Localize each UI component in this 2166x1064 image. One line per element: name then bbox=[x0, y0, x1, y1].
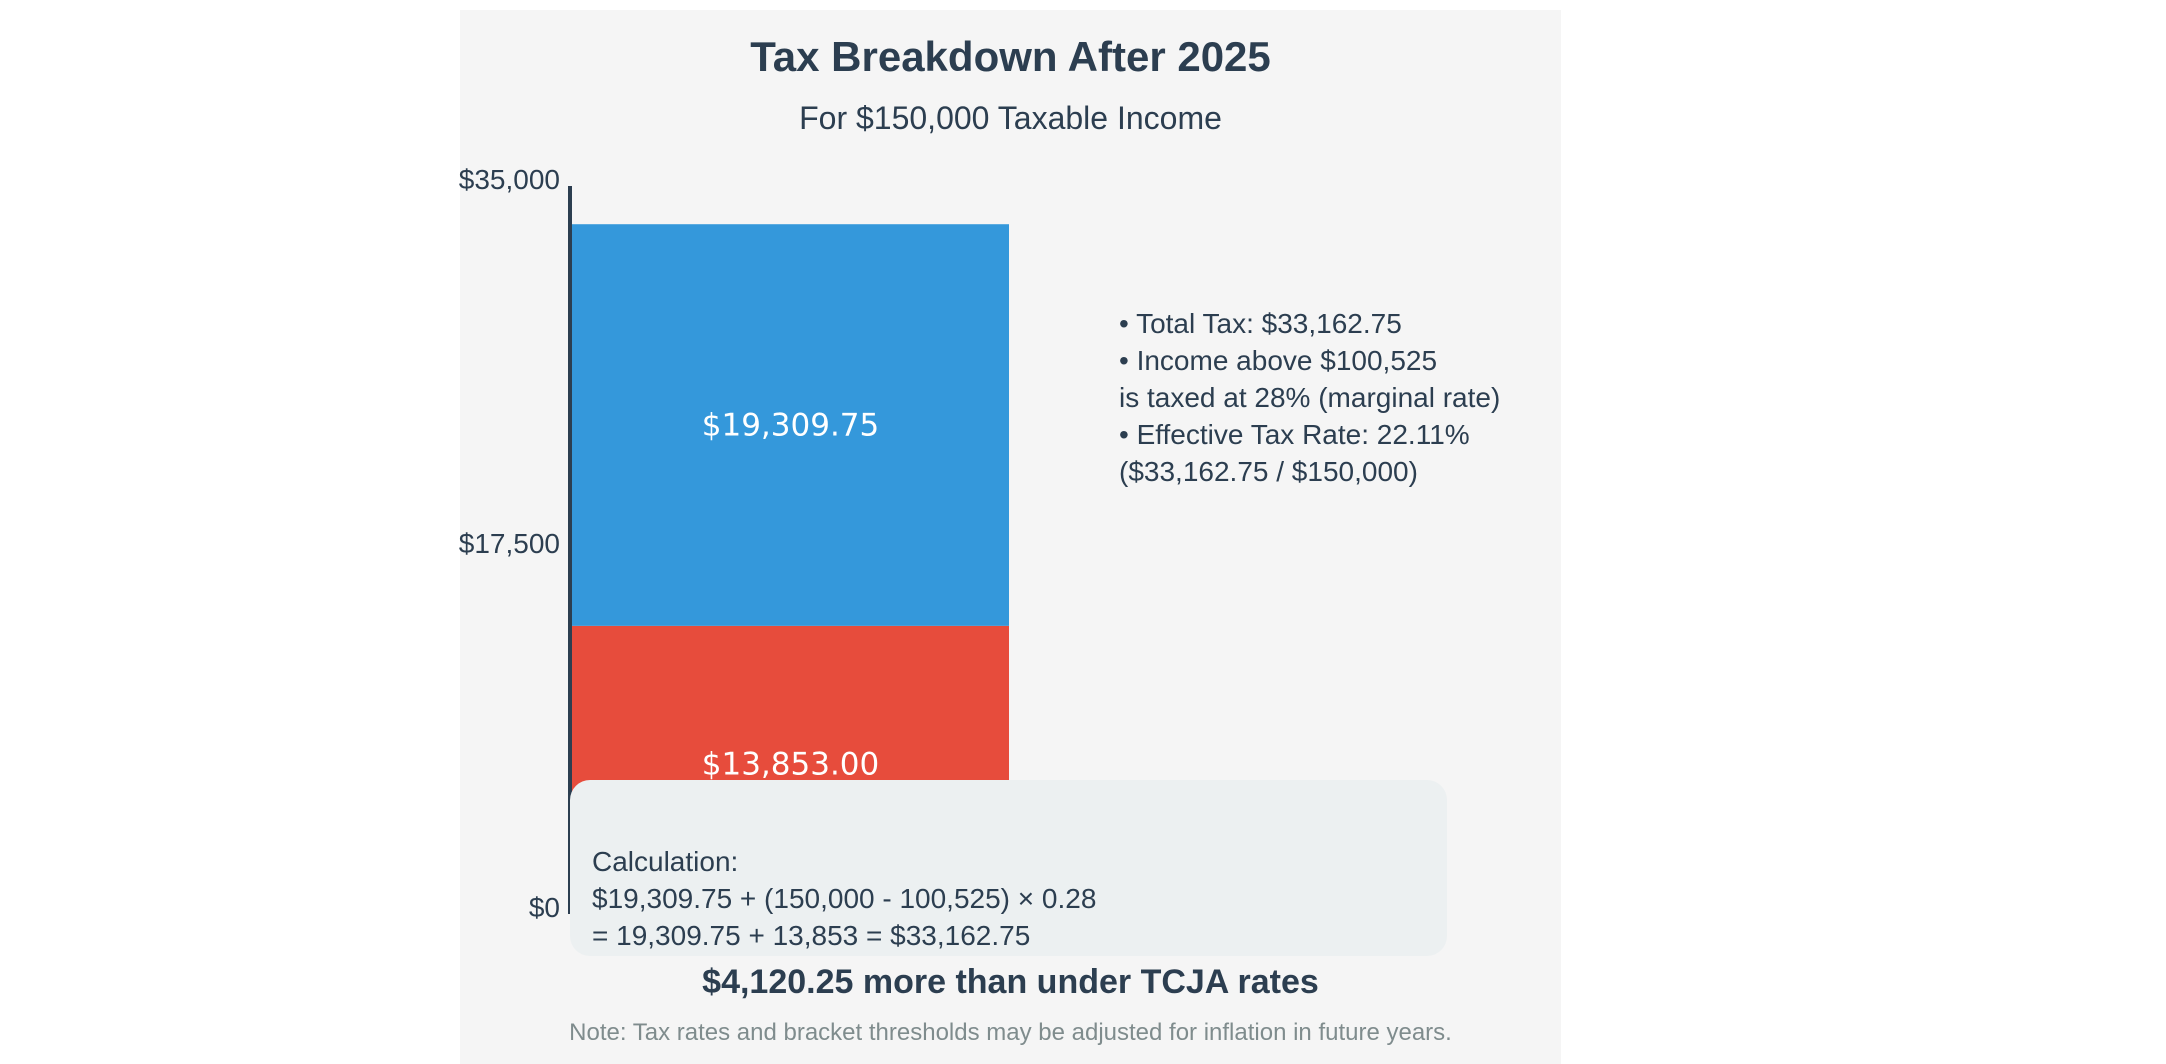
chart-plot: $13,853.00 $19,309.75 bbox=[568, 186, 1009, 914]
bar-label-base: $13,853.00 bbox=[702, 746, 880, 782]
note-effective-rate: • Effective Tax Rate: 22.11% bbox=[1119, 419, 1470, 450]
note-income-above: • Income above $100,525 bbox=[1119, 345, 1438, 376]
note-effective-calc: ($33,162.75 / $150,000) bbox=[1119, 456, 1418, 487]
y-tick-label: $0 bbox=[528, 892, 560, 923]
calculation-box: Calculation: $19,309.75 + (150,000 - 100… bbox=[570, 780, 1447, 956]
bar-label-top: $19,309.75 bbox=[702, 408, 880, 444]
bar-segment-top bbox=[572, 224, 1009, 626]
chart-subtitle: For $150,000 Taxable Income bbox=[799, 100, 1222, 136]
tax-notes: • Total Tax: $33,162.75 • Income above $… bbox=[1119, 305, 1500, 490]
summary-text: $4,120.25 more than under TCJA rates bbox=[702, 963, 1319, 1001]
calculation-heading: Calculation: bbox=[592, 846, 739, 877]
calculation-result: = 19,309.75 + 13,853 = $33,162.75 bbox=[592, 920, 1031, 951]
calculation-formula: $19,309.75 + (150,000 - 100,525) × 0.28 bbox=[592, 883, 1097, 914]
note-total-tax: • Total Tax: $33,162.75 bbox=[1119, 308, 1402, 339]
chart-panel: Tax Breakdown After 2025 For $150,000 Ta… bbox=[459, 10, 1561, 1064]
chart-title: Tax Breakdown After 2025 bbox=[750, 33, 1271, 80]
y-tick-label: $17,500 bbox=[458, 528, 560, 559]
footnote-text: Note: Tax rates and bracket thresholds m… bbox=[569, 1019, 1452, 1046]
note-marginal-rate: is taxed at 28% (marginal rate) bbox=[1119, 382, 1501, 413]
calculation-text: Calculation: $19,309.75 + (150,000 - 100… bbox=[592, 843, 1096, 954]
y-tick-label: $35,000 bbox=[458, 164, 560, 195]
